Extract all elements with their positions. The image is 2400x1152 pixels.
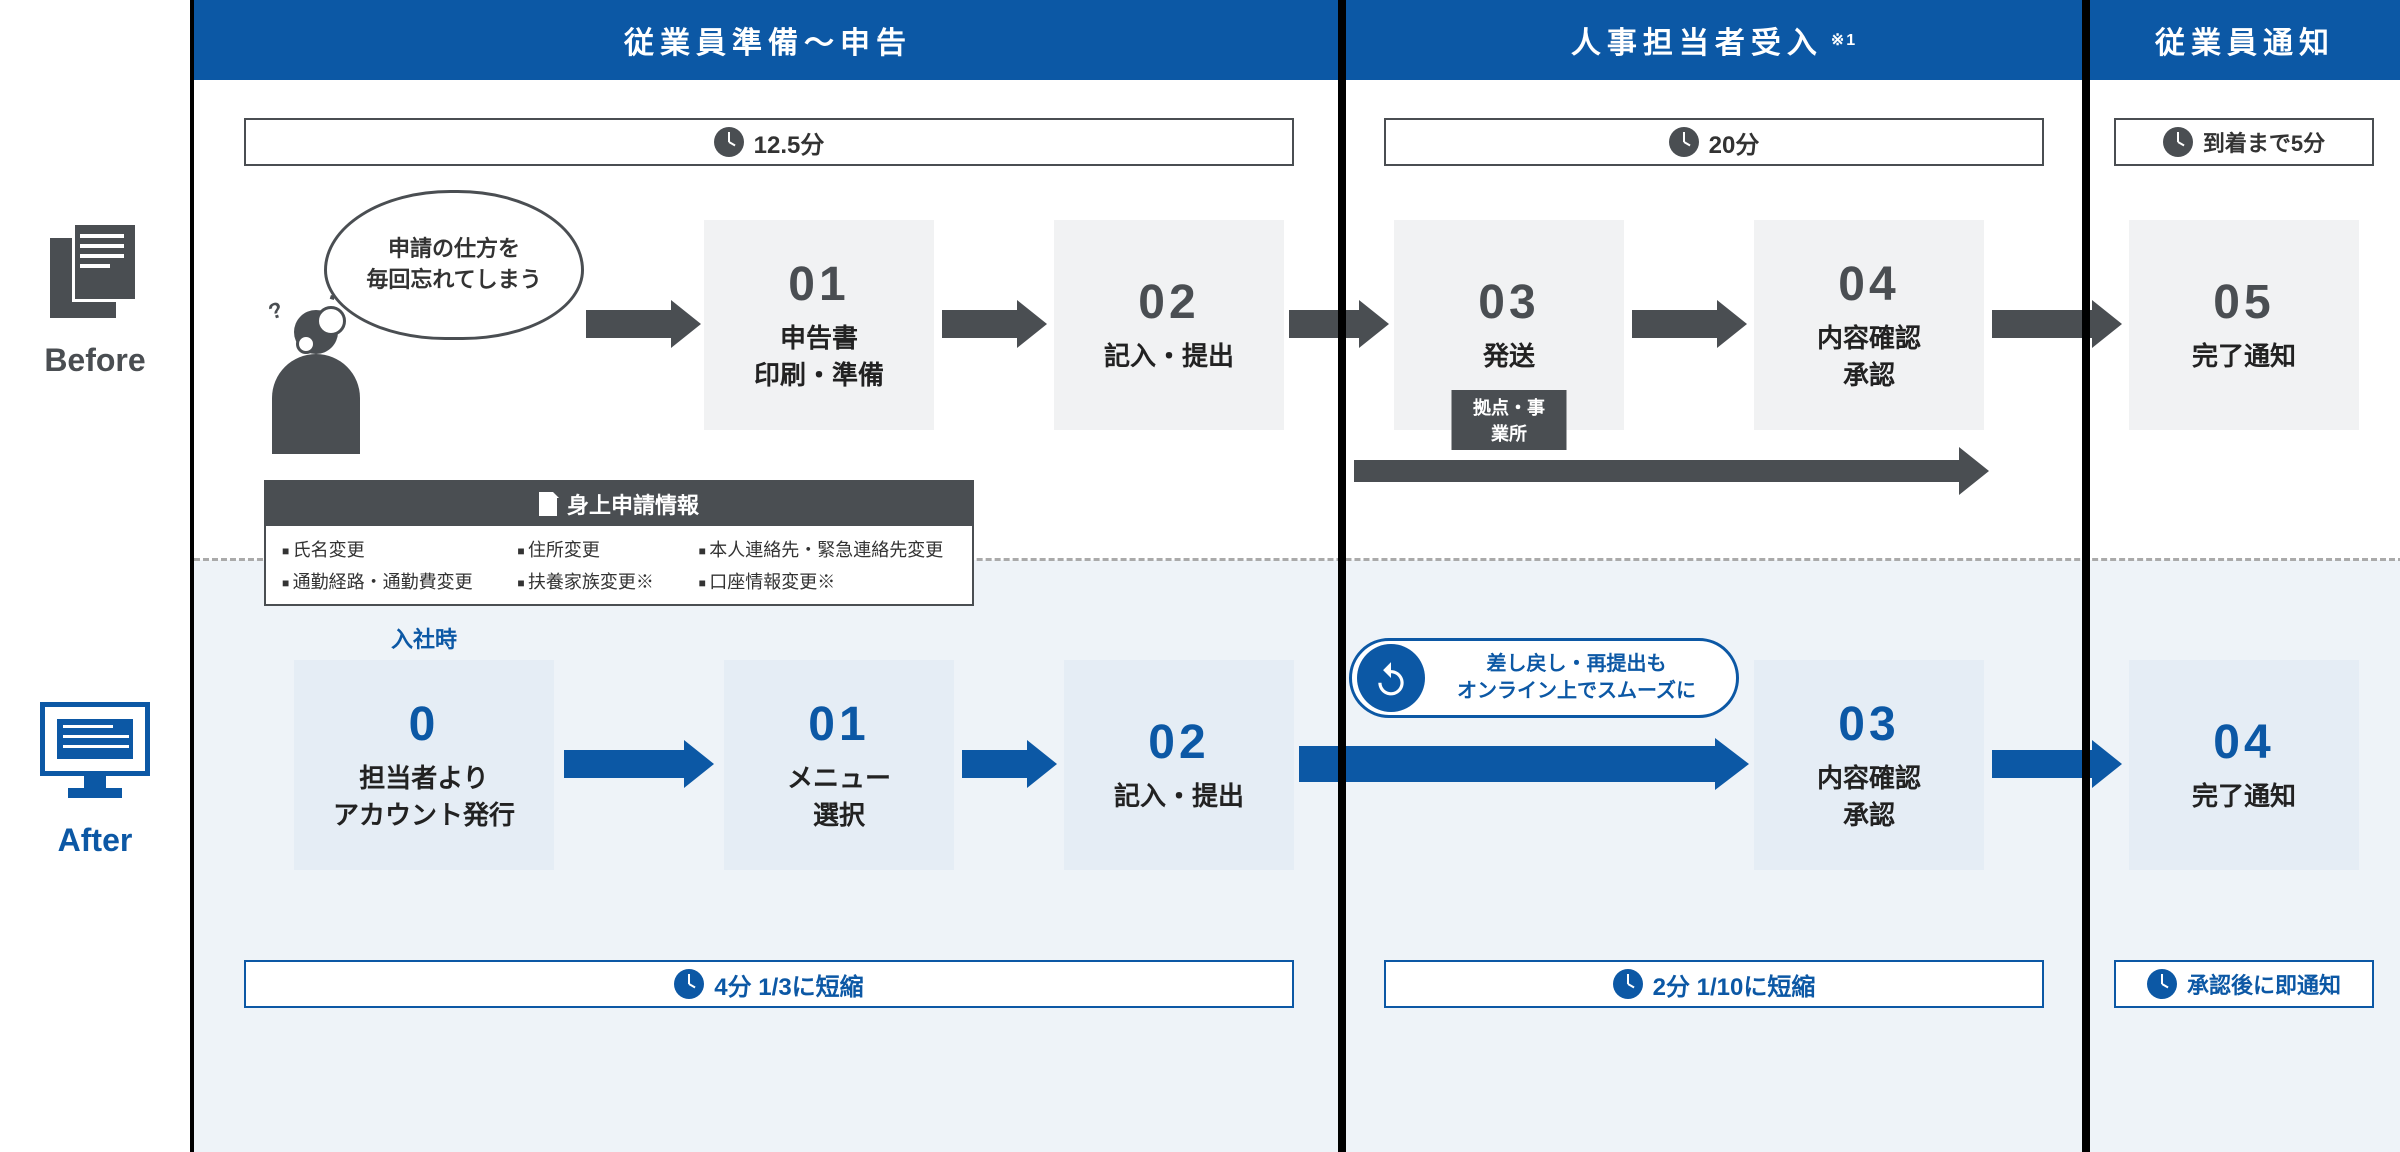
smooth-pill: 差し戻し・再提出も オンライン上でスムーズに — [1349, 638, 1739, 718]
infobox-item: 本人連絡先・緊急連絡先変更 — [699, 536, 956, 562]
monitor-icon — [40, 702, 150, 802]
clock-icon — [2163, 127, 2193, 157]
header-col2-text: 人事担当者受入 — [1571, 18, 1823, 62]
pill-text: 差し戻し・再提出も オンライン上でスムーズに — [1425, 651, 1736, 705]
clock-icon — [714, 127, 744, 157]
after-label-block: After — [0, 570, 190, 990]
document-icon — [50, 222, 140, 322]
after-time-col3: 承認後に即通知 — [2114, 960, 2374, 1008]
after-step-02: 02記入・提出 — [1064, 660, 1294, 870]
before-time2-text: 20分 — [1709, 125, 1760, 160]
infobox: 身上申請情報 氏名変更 住所変更 本人連絡先・緊急連絡先変更 通勤経路・通勤費変… — [264, 480, 974, 606]
infobox-item: 扶養家族変更※ — [517, 568, 666, 594]
after-step-04: 04完了通知 — [2129, 660, 2359, 870]
thought-bubble: 申請の仕方を 毎回忘れてしまう — [324, 190, 584, 340]
arrow — [1632, 310, 1747, 338]
col-divider-1 — [1338, 0, 1346, 1152]
before-time3-text: 到着まで5分 — [2203, 126, 2325, 158]
before-step-02: 02記入・提出 — [1054, 220, 1284, 430]
infobox-title: 身上申請情報 — [567, 488, 699, 520]
after-time-col1: 4分 1/3に短縮 — [244, 960, 1294, 1008]
before-label: Before — [44, 342, 145, 379]
before-label-block: Before — [0, 90, 190, 510]
before-step-03: 03発送拠点・事業所 — [1394, 220, 1624, 430]
infobox-item: 住所変更 — [517, 536, 666, 562]
arrow — [586, 310, 701, 338]
before-time1-text: 12.5分 — [754, 125, 825, 160]
infobox-body: 氏名変更 住所変更 本人連絡先・緊急連絡先変更 通勤経路・通勤費変更 扶養家族変… — [266, 526, 972, 604]
clock-icon — [1669, 127, 1699, 157]
after-step-03: 03内容確認 承認 — [1754, 660, 1984, 870]
after-step0-overlabel: 入社時 — [294, 622, 554, 654]
arrow-long — [1354, 460, 1989, 482]
infobox-header: 身上申請情報 — [266, 482, 972, 526]
before-step-04: 04内容確認 承認 — [1754, 220, 1984, 430]
arrow — [962, 750, 1057, 778]
before-step-01: 01申告書 印刷・準備 — [704, 220, 934, 430]
header-col2: 人事担当者受入 ※1 — [1342, 0, 2086, 80]
arrow — [942, 310, 1047, 338]
header-col2-note: ※1 — [1831, 30, 1857, 50]
undo-icon — [1357, 644, 1425, 712]
after-time3-text: 承認後に即通知 — [2187, 968, 2341, 1000]
doc-small-icon — [539, 492, 559, 516]
thought-text: 申請の仕方を 毎回忘れてしまう — [366, 234, 541, 296]
after-time2-text: 2分 1/10に短縮 — [1653, 967, 1816, 1002]
infobox-item: 口座情報変更※ — [699, 568, 956, 594]
arrow — [1992, 750, 2122, 778]
after-label: After — [58, 822, 133, 859]
before-time-col2: 20分 — [1384, 118, 2044, 166]
clock-icon — [674, 969, 704, 999]
clock-icon — [1613, 969, 1643, 999]
header-col1: 従業員準備～申告 — [194, 0, 1342, 80]
after-step-01: 01メニュー 選択 — [724, 660, 954, 870]
arrow — [564, 750, 714, 778]
col-divider-2 — [2082, 0, 2090, 1152]
infobox-item: 氏名変更 — [282, 536, 485, 562]
after-time1-text: 4分 1/3に短縮 — [714, 967, 863, 1002]
after-time-col2: 2分 1/10に短縮 — [1384, 960, 2044, 1008]
after-step-0: 入社時 0 担当者より アカウント発行 — [294, 660, 554, 870]
infobox-item: 通勤経路・通勤費変更 — [282, 568, 485, 594]
before-step-03-tag: 拠点・事業所 — [1452, 390, 1567, 450]
clock-icon — [2147, 969, 2177, 999]
arrow-wide — [1299, 746, 1749, 782]
main-area: 従業員準備～申告 人事担当者受入 ※1 従業員通知 12.5分 20分 到着まで5… — [190, 0, 2400, 1152]
arrow — [1992, 310, 2122, 338]
label-column: Before After — [0, 0, 190, 1152]
before-time-col1: 12.5分 — [244, 118, 1294, 166]
header-col3: 従業員通知 — [2086, 0, 2400, 80]
before-step-05: 05完了通知 — [2129, 220, 2359, 430]
before-time-col3: 到着まで5分 — [2114, 118, 2374, 166]
